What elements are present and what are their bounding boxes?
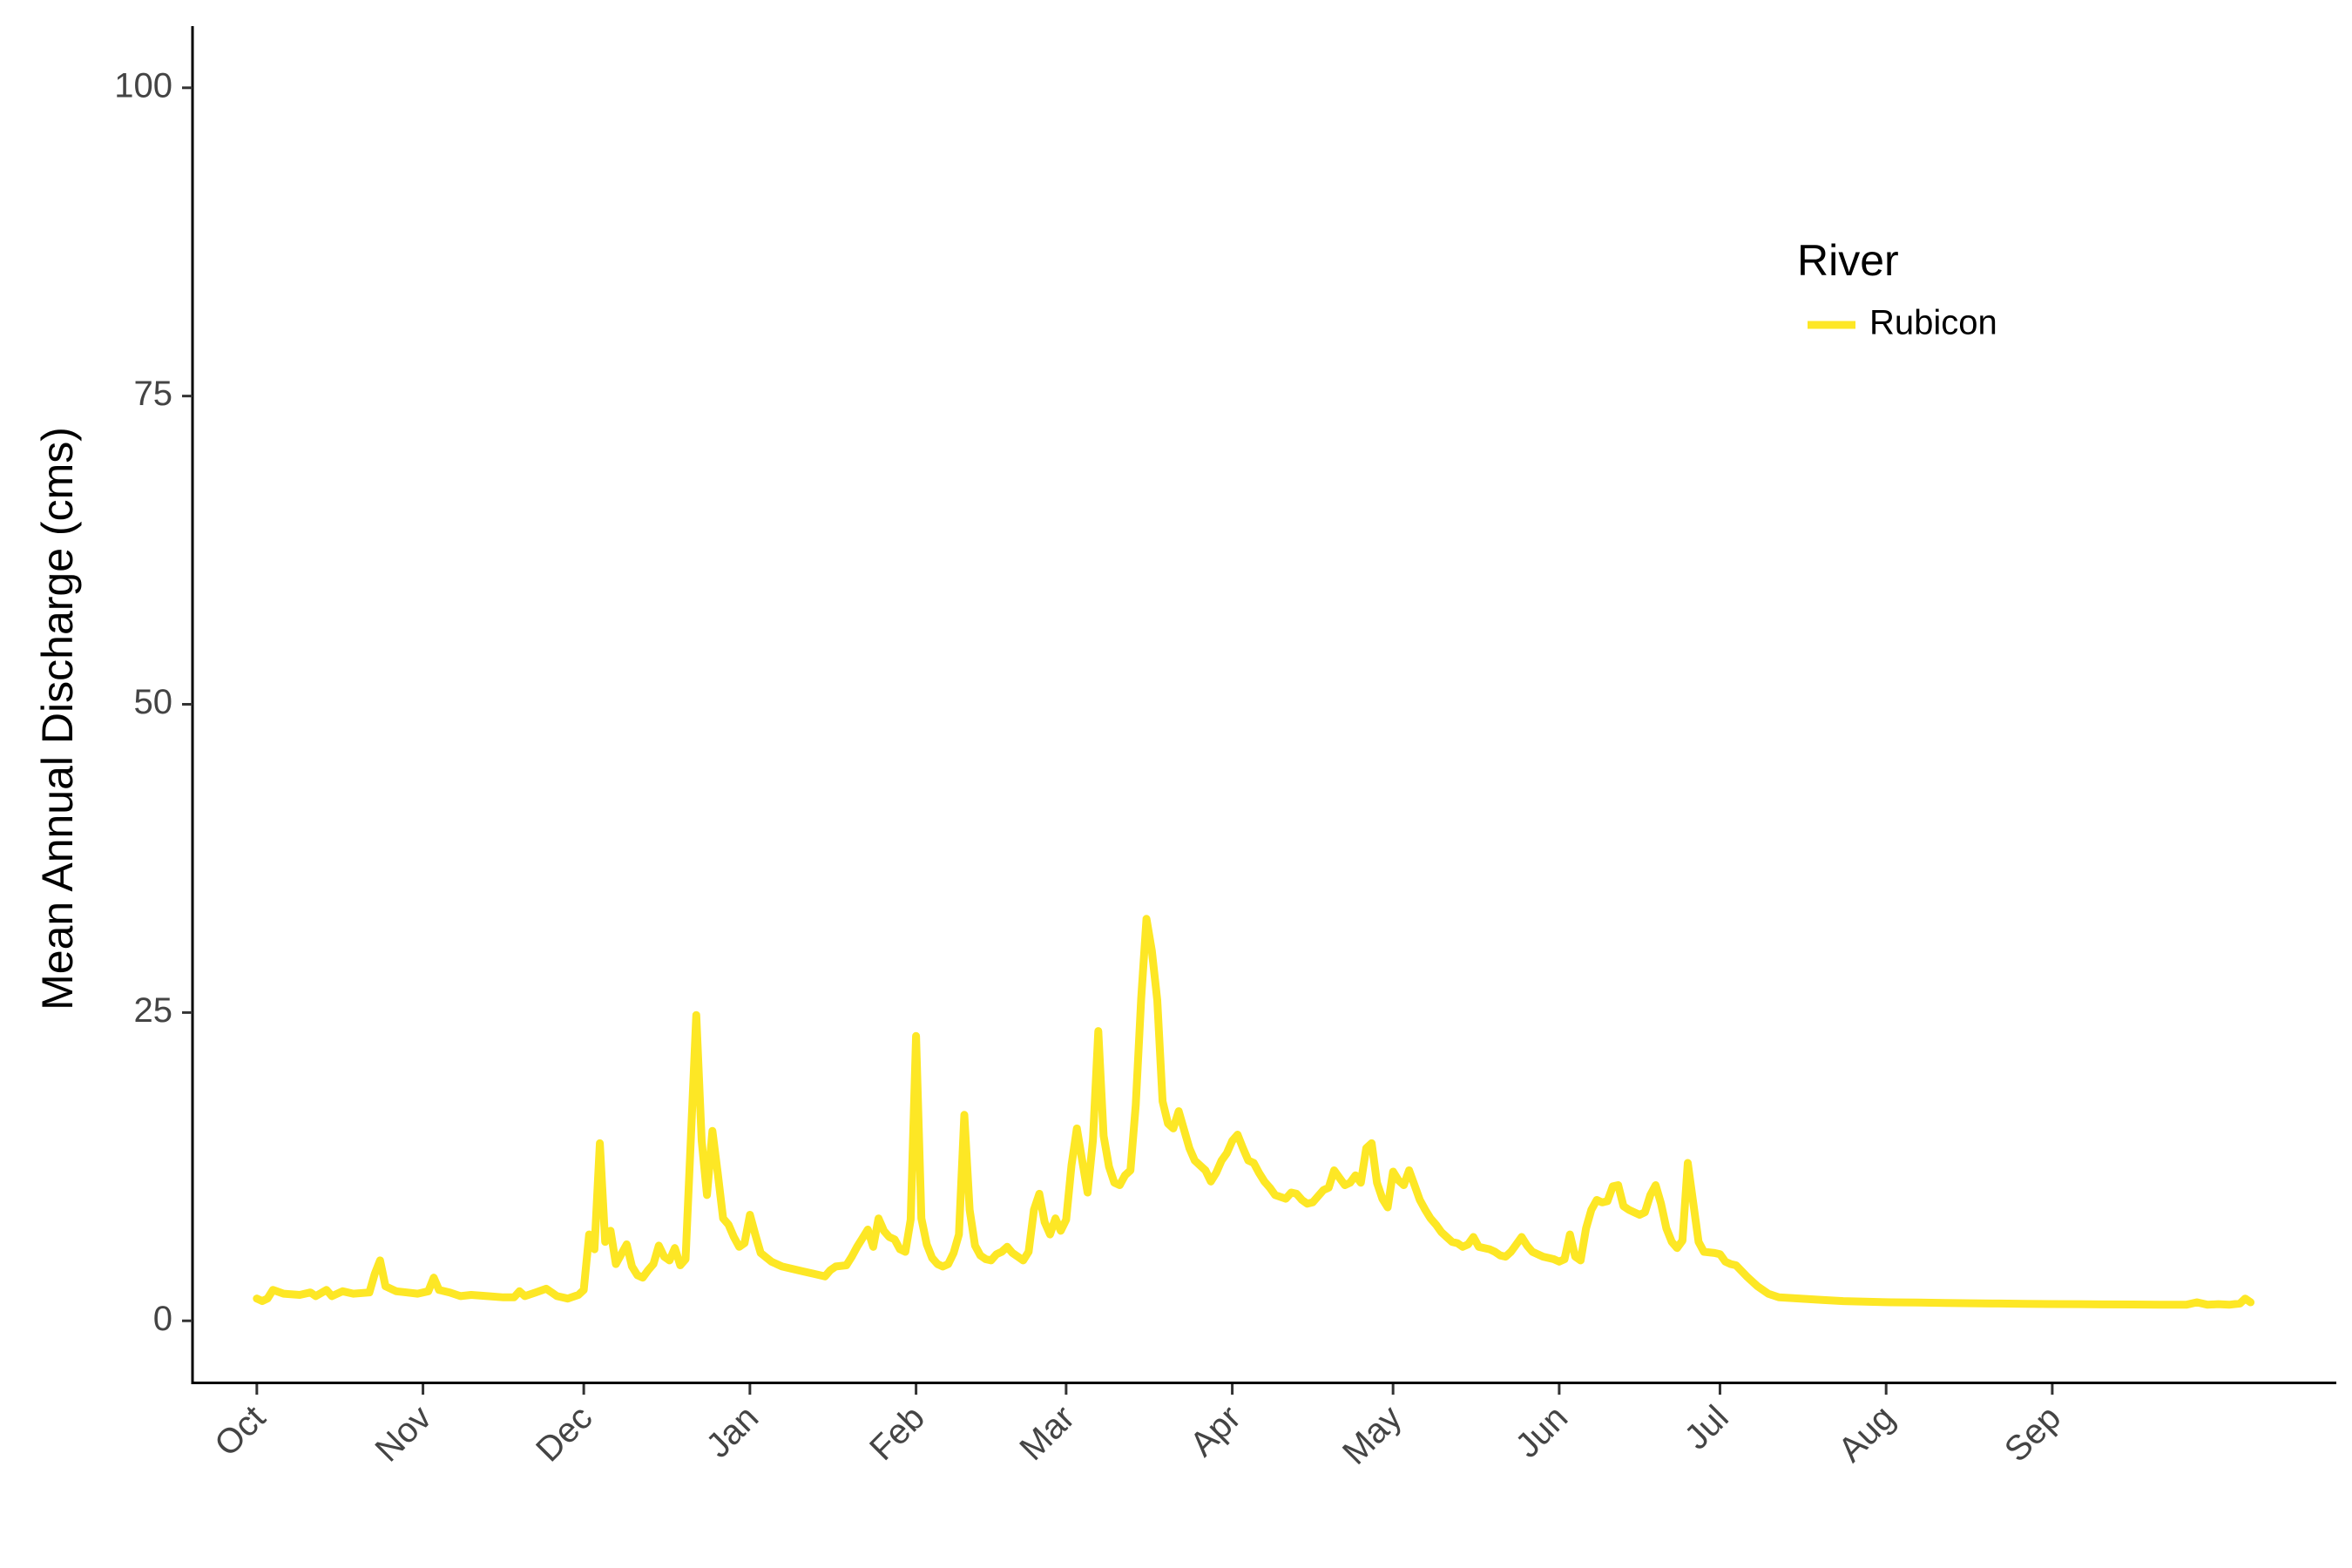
x-axis-ticks: Oct Nov Dec Jan Feb Mar Apr May Jun Jul Aug Sep [207,1384,2068,1472]
x-tick-label: Jul [1678,1398,1736,1456]
y-tick-label: 50 [134,683,173,721]
x-tick-label: Jan [700,1398,767,1465]
x-axis: Oct Nov Dec Jan Feb Mar Apr May Jun Jul Aug Sep [191,1382,2336,1472]
x-tick-label: May [1335,1398,1409,1472]
y-tick-label: 25 [134,991,173,1030]
x-tick-label: Dec [529,1398,599,1469]
y-axis-title: Mean Annual Discharge (cms) [33,427,82,1010]
series-line-rubicon [253,915,2255,1309]
x-tick-label: Nov [368,1398,439,1469]
x-tick-label: Sep [1997,1398,2068,1469]
x-tick-label: Jun [1509,1398,1576,1465]
legend-label: Rubicon [1869,304,1997,342]
x-tick-label: Apr [1183,1398,1248,1463]
y-tick-label: 100 [114,66,172,105]
x-tick-label: Mar [1012,1398,1082,1468]
y-axis: 0 25 50 75 100 [114,26,194,1384]
y-tick-label: 0 [153,1300,172,1338]
x-tick-label: Feb [862,1398,932,1468]
x-tick-label: Aug [1831,1398,1902,1469]
legend-items: Rubicon [1808,304,1997,342]
x-tick-label: Oct [207,1398,273,1463]
y-axis-ticks: 0 25 50 75 100 [114,66,193,1338]
y-tick-label: 75 [134,375,173,413]
legend-title: River [1797,236,1899,285]
series-layer [253,915,2255,1309]
legend: River Rubicon [1797,236,1997,342]
